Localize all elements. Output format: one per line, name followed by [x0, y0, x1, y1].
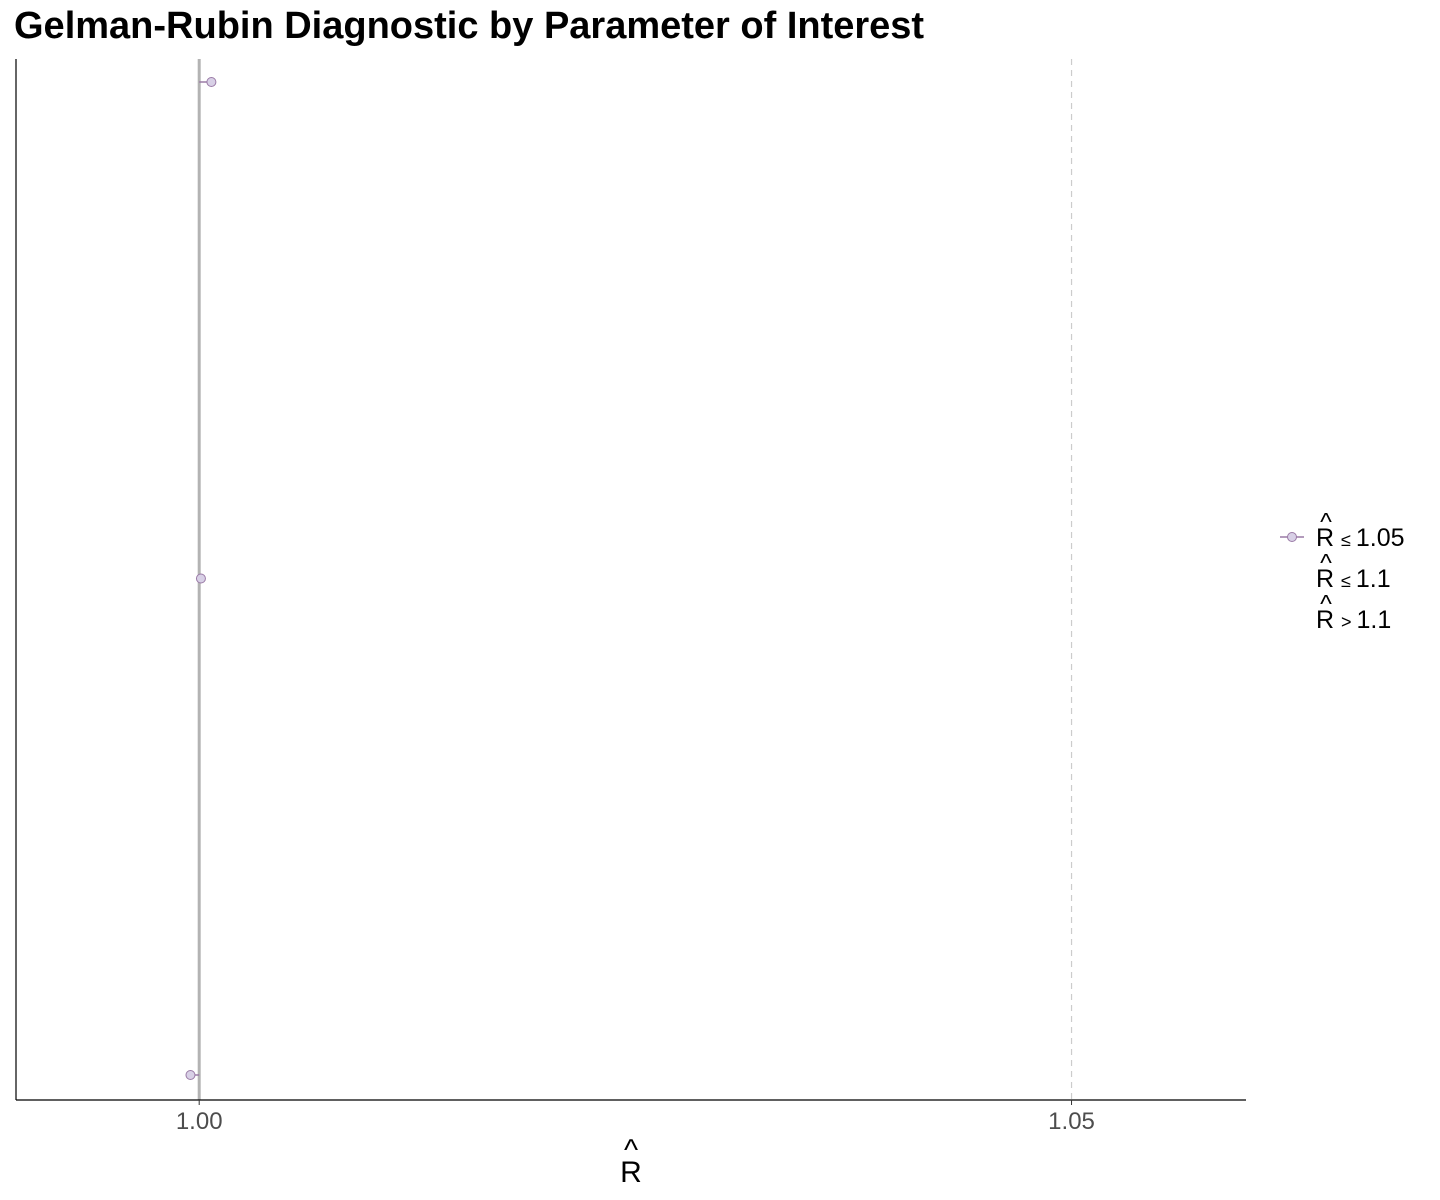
legend-label: R ≤ 1.1: [1316, 565, 1391, 593]
legend-value: 1.1: [1357, 606, 1392, 634]
chart-title: Gelman-Rubin Diagnostic by Parameter of …: [14, 5, 925, 47]
legend-accent: ^: [1320, 549, 1332, 577]
legend-accent: ^: [1320, 590, 1332, 618]
rhat-point: [185, 1070, 196, 1080]
legend-relation: ≤: [1341, 530, 1356, 550]
rhat-point: [206, 77, 217, 87]
x-axis-title-accent: ^: [624, 1134, 638, 1167]
legend-value: 1.1: [1356, 565, 1391, 593]
x-axis-title: R: [620, 1156, 642, 1189]
x-tick-label: 1.05: [1048, 1108, 1095, 1135]
axes: [15, 59, 1246, 1101]
legend-symbol: R: [1316, 524, 1341, 552]
legend-symbol: R: [1316, 565, 1341, 593]
legend-symbol: R: [1316, 606, 1341, 634]
legend-label: R > 1.1: [1316, 606, 1391, 634]
legend-relation: ≤: [1341, 571, 1356, 591]
data-points: [185, 77, 217, 1080]
legend-accent: ^: [1320, 508, 1332, 536]
legend-label: R ≤ 1.05: [1316, 524, 1405, 552]
rhat-point: [195, 573, 206, 584]
legend-relation: >: [1341, 612, 1357, 632]
legend: ^R ≤ 1.05^R ≤ 1.1^R > 1.1: [1280, 508, 1405, 634]
legend-value: 1.05: [1356, 524, 1405, 552]
legend-key-point: [1287, 532, 1297, 542]
x-ticks: 1.00 1.05: [176, 1100, 1095, 1135]
x-tick-label: 1.00: [176, 1108, 223, 1135]
reference-lines: [197, 59, 1073, 1100]
x-axis-title-group: ^ R: [620, 1134, 642, 1189]
